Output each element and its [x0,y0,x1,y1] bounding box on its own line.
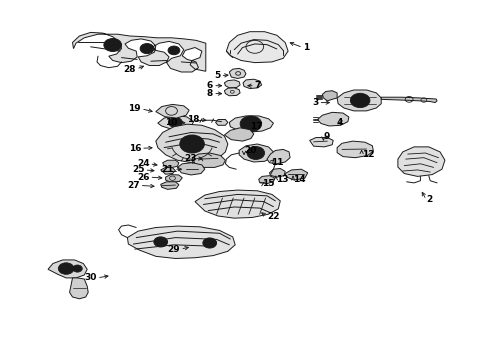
Text: 15: 15 [262,179,275,188]
Polygon shape [239,144,273,162]
Polygon shape [73,32,206,72]
Polygon shape [259,176,274,184]
Text: 20: 20 [244,146,256,155]
Text: 25: 25 [132,165,145,174]
Circle shape [104,39,122,51]
Text: 18: 18 [187,115,200,124]
Polygon shape [161,182,179,189]
Polygon shape [163,160,179,168]
Polygon shape [166,175,182,182]
Circle shape [168,46,180,55]
Polygon shape [156,104,189,118]
Text: 1: 1 [303,43,309,52]
Polygon shape [224,80,240,88]
Text: 23: 23 [184,154,197,163]
Circle shape [169,117,182,127]
Text: 26: 26 [137,173,149,181]
Text: 11: 11 [271,158,284,167]
Text: 17: 17 [250,122,263,131]
Polygon shape [195,190,280,218]
Polygon shape [322,91,337,101]
Text: 12: 12 [362,150,374,158]
Text: 22: 22 [267,212,280,221]
Text: 4: 4 [337,118,343,127]
Text: 5: 5 [214,71,220,80]
Text: 24: 24 [137,159,149,168]
Polygon shape [285,169,308,180]
Text: 3: 3 [312,98,318,107]
Polygon shape [229,116,273,132]
Polygon shape [192,153,225,167]
Polygon shape [243,79,262,89]
Circle shape [58,263,74,274]
Circle shape [203,238,217,248]
Circle shape [247,147,265,159]
Polygon shape [216,120,228,125]
Polygon shape [337,90,381,111]
Text: 8: 8 [207,89,213,98]
Circle shape [73,265,82,272]
Polygon shape [270,168,285,177]
Circle shape [350,93,370,108]
Polygon shape [161,167,175,174]
Text: 14: 14 [293,175,306,184]
Polygon shape [224,88,240,96]
Polygon shape [177,163,205,175]
Polygon shape [226,32,288,63]
Polygon shape [267,149,290,164]
Polygon shape [318,112,349,126]
Text: 7: 7 [255,81,261,90]
Polygon shape [224,128,254,141]
Polygon shape [158,115,194,130]
Text: 21: 21 [161,165,174,174]
Polygon shape [310,138,333,147]
Text: 16: 16 [128,144,141,153]
Polygon shape [337,141,373,158]
Text: 10: 10 [165,118,177,127]
Polygon shape [398,147,445,176]
Polygon shape [127,226,235,258]
Text: 6: 6 [207,81,213,90]
Text: 9: 9 [323,132,330,140]
Polygon shape [48,260,87,278]
Circle shape [154,237,168,247]
Circle shape [140,44,154,54]
Text: 19: 19 [128,104,141,113]
Text: 29: 29 [168,245,180,253]
Text: 28: 28 [123,65,136,74]
Circle shape [240,116,262,132]
Text: 30: 30 [85,274,97,282]
Text: 13: 13 [276,175,289,184]
Text: 27: 27 [127,181,140,190]
Polygon shape [156,124,228,163]
Polygon shape [70,278,88,299]
Circle shape [180,135,204,153]
Polygon shape [381,97,437,103]
Polygon shape [229,68,246,78]
Text: 2: 2 [426,195,433,204]
